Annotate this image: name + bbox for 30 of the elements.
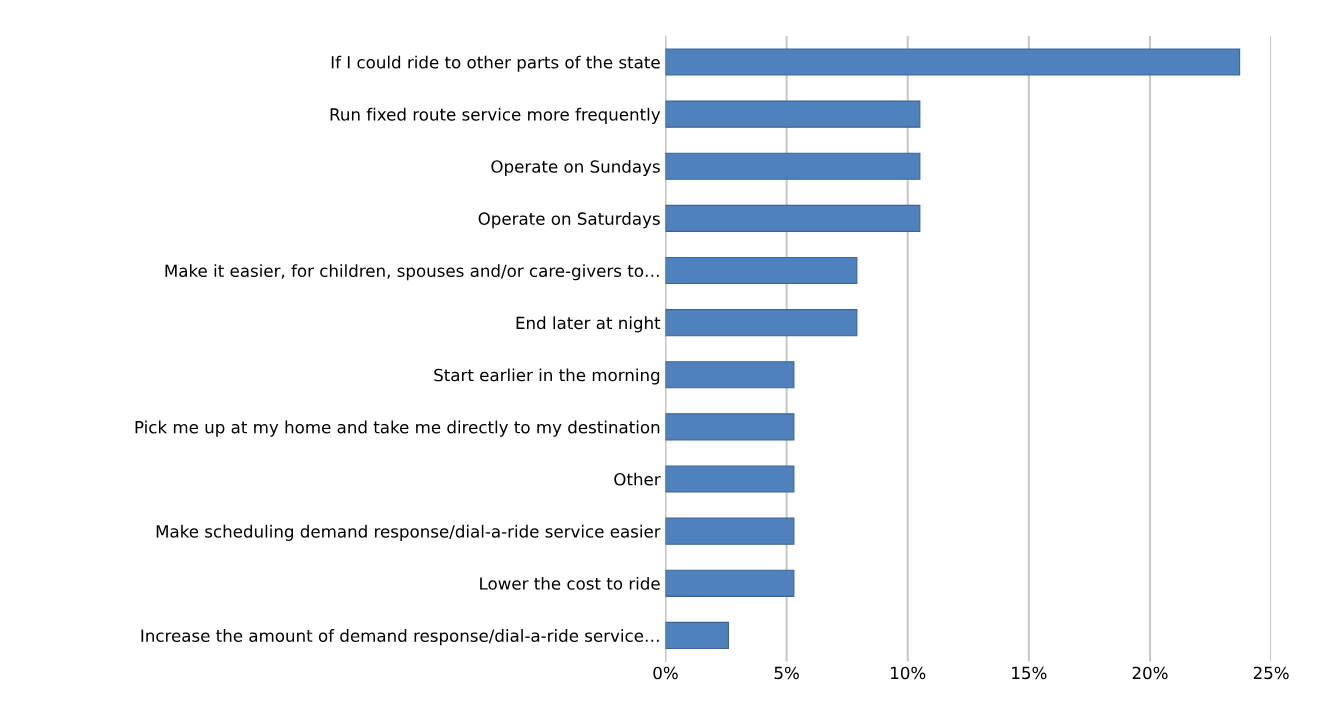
bar	[665, 256, 858, 285]
y-tick-label: If I could ride to other parts of the state	[331, 55, 660, 72]
y-tick-label: Increase the amount of demand response/dial-a-ride service…	[141, 629, 659, 646]
y-tick-label: Start earlier in the morning	[434, 368, 660, 385]
x-tick-label: 25%	[1253, 666, 1289, 680]
x-tick-label: 20%	[1132, 666, 1168, 680]
bar	[665, 309, 858, 337]
y-tick-label: Operate on Saturdays	[478, 212, 660, 229]
y-tick-label: Lower the cost to ride	[480, 576, 660, 590]
x-tick-label: 10%	[891, 666, 926, 680]
x-tick-label: 0%	[653, 666, 678, 680]
bar	[665, 361, 795, 389]
bar	[665, 413, 795, 441]
bar	[665, 465, 795, 493]
bar	[665, 48, 1241, 76]
y-tick-label: Operate on Sundays	[491, 159, 660, 177]
bar	[665, 152, 921, 180]
bar	[665, 517, 795, 545]
bar	[665, 569, 795, 597]
bar	[665, 204, 921, 232]
bar	[665, 100, 921, 128]
y-tick-label: Run fixed route service more frequently	[330, 107, 661, 124]
y-tick-label: Make it easier, for children, spouses and/or care-givers to…	[165, 264, 659, 281]
y-tick-label: Pick me up at my home and take me directly to my destination	[135, 420, 660, 437]
x-tick-label: 15%	[1012, 666, 1047, 680]
y-tick-label: Make scheduling demand response/dial-a-ride service easier	[156, 524, 661, 541]
y-tick-label: End later at night	[516, 316, 661, 333]
y-tick-label: Other	[614, 472, 661, 486]
x-tick-label: 5%	[774, 666, 799, 680]
bar	[665, 621, 730, 650]
